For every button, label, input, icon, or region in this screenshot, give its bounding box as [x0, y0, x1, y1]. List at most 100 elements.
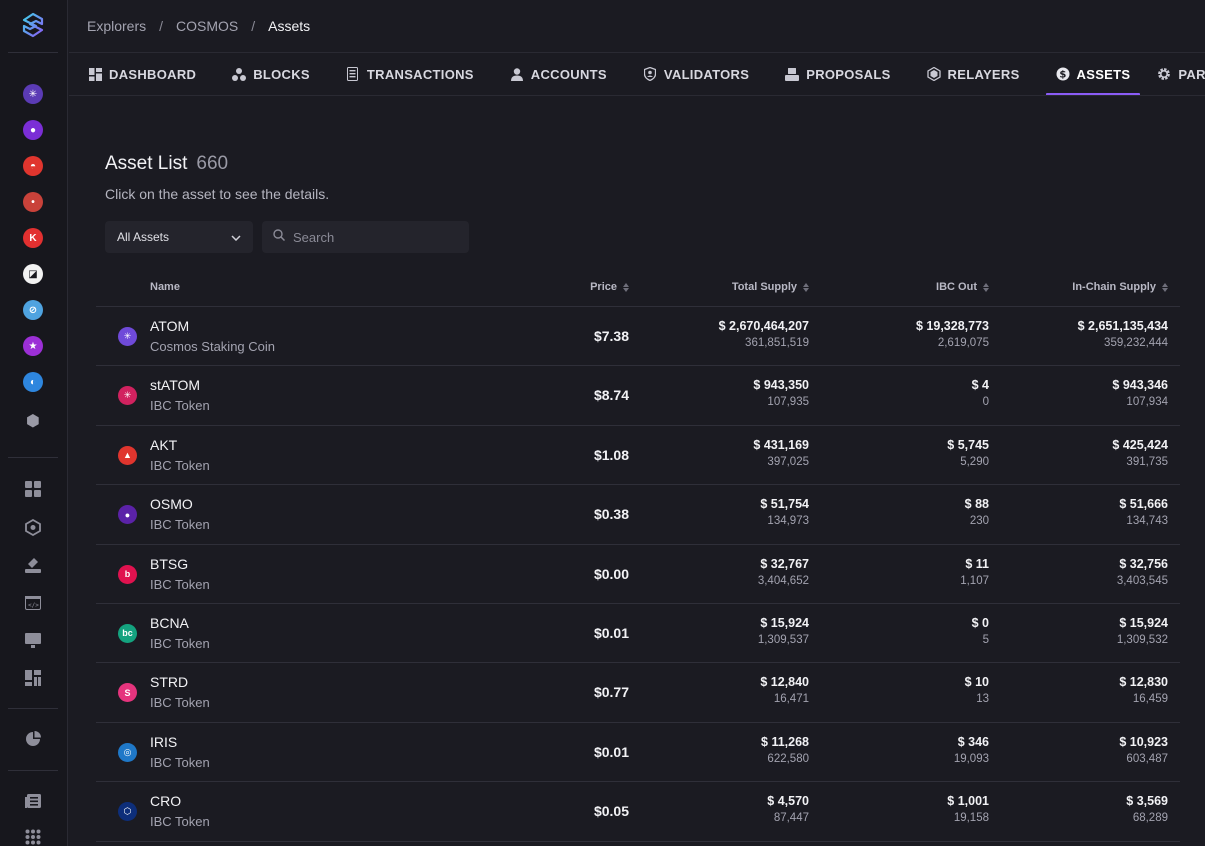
asset-filter-dropdown[interactable]: All Assets	[105, 221, 253, 253]
tab-relayers[interactable]: RELAYERS	[926, 53, 1029, 95]
chain-purple-star-icon[interactable]: ★	[23, 336, 43, 356]
column-header-price[interactable]: Price	[590, 281, 629, 293]
chain-blue-icon[interactable]: ⊘	[23, 300, 43, 320]
sidebar-divider	[8, 457, 58, 458]
breadcrumb-cosmos[interactable]: COSMOS	[176, 18, 239, 34]
analytics-icon[interactable]	[24, 669, 42, 687]
ibc-out-amount: 19,158	[953, 812, 989, 825]
tab-label: BLOCKS	[253, 66, 310, 82]
governance-vote-icon[interactable]	[24, 556, 42, 574]
tab-parameters[interactable]: PARAMETERS	[1157, 53, 1205, 95]
dollar-icon: $	[1056, 67, 1070, 81]
search-input[interactable]	[293, 229, 453, 245]
ibc-out-amount: 1,107	[960, 574, 989, 587]
transactions-icon	[346, 67, 360, 81]
tab-proposals[interactable]: PROPOSALS	[785, 53, 899, 95]
apps-grid-icon[interactable]	[24, 828, 42, 846]
akash-icon[interactable]: ◓	[23, 156, 43, 176]
total-supply-amount: 134,973	[767, 515, 809, 528]
ibc-out-amount: 230	[969, 515, 989, 528]
tab-accounts[interactable]: ACCOUNTS	[510, 53, 616, 95]
total-supply-usd: $ 4,570	[767, 794, 809, 809]
chevron-down-icon	[231, 230, 241, 244]
table-row[interactable]: bc BCNA IBC Token $0.01 $ 15,924 1,309,5…	[96, 604, 1180, 664]
code-window-icon[interactable]: </>	[24, 594, 42, 612]
ibc-out-usd: $ 10	[964, 675, 989, 690]
table-row[interactable]: ● OSMO IBC Token $0.38 $ 51,754 134,973 …	[96, 485, 1180, 545]
token-icon: ✳	[118, 327, 137, 346]
chain-globe-icon[interactable]: ◐	[23, 372, 43, 392]
asset-count: 660	[196, 153, 229, 174]
token-icon: ●	[118, 505, 137, 525]
validators-hex-icon[interactable]	[24, 518, 42, 536]
tab-transactions[interactable]: TRANSACTIONS	[346, 53, 483, 95]
table-row[interactable]: S STRD IBC Token $0.77 $ 12,840 16,471 $…	[96, 663, 1180, 723]
ibc-out-cell: $ 4 0	[972, 378, 989, 408]
token-icon: bc	[118, 623, 137, 643]
ibc-out-usd: $ 346	[957, 734, 989, 749]
cosmos-hub-icon[interactable]: ✳	[23, 84, 43, 104]
page-title-row: Asset List 660	[105, 153, 228, 175]
page-title: Asset List	[105, 153, 188, 174]
in-chain-supply-amount: 603,487	[1126, 752, 1168, 765]
asset-symbol: ATOM	[150, 318, 190, 334]
chain-hex-icon[interactable]: ⬢	[26, 413, 40, 430]
in-chain-supply-cell: $ 10,923 603,487	[1119, 735, 1168, 765]
in-chain-supply-cell: $ 943,346 107,934	[1112, 378, 1168, 408]
osmosis-icon[interactable]: ●	[23, 120, 43, 140]
asset-filter-value: All Assets	[117, 230, 170, 244]
ibc-out-usd: $ 1,001	[947, 794, 989, 809]
column-header-ibc-out[interactable]: IBC Out	[936, 281, 989, 293]
ibc-out-usd: $ 11	[965, 556, 989, 571]
column-header-total-supply[interactable]: Total Supply	[732, 281, 809, 293]
vote-icon	[785, 67, 800, 81]
chain-red-icon[interactable]: •	[23, 192, 43, 212]
total-supply-usd: $ 431,169	[753, 437, 809, 452]
news-icon[interactable]	[24, 792, 42, 810]
table-row[interactable]: b BTSG IBC Token $0.00 $ 32,767 3,404,65…	[96, 545, 1180, 604]
ibc-out-usd: $ 5,745	[947, 437, 989, 452]
tab-validators[interactable]: VALIDATORS	[643, 53, 758, 95]
column-header-in-chain-supply[interactable]: In-Chain Supply	[1072, 281, 1168, 293]
shield-icon	[643, 67, 657, 81]
tab-blocks[interactable]: BLOCKS	[232, 53, 319, 95]
sidebar-divider	[8, 52, 58, 53]
total-supply-amount: 16,471	[773, 693, 809, 706]
asset-symbol: IRIS	[150, 733, 178, 750]
tab-label: PROPOSALS	[806, 66, 891, 82]
chain-box-icon[interactable]: ◪	[23, 264, 43, 284]
asset-symbol: BCNA	[150, 614, 189, 631]
search-box[interactable]	[262, 221, 469, 253]
asset-symbol: AKT	[150, 436, 178, 453]
ibc-out-cell: $ 346 19,093	[954, 735, 989, 765]
in-chain-supply-usd: $ 51,666	[1119, 497, 1168, 512]
ibc-out-amount: 19,093	[953, 752, 989, 765]
token-icon: ⬡	[118, 802, 137, 822]
breadcrumb-explorers[interactable]: Explorers	[87, 18, 147, 34]
ibc-out-usd: $ 4	[971, 378, 989, 393]
in-chain-supply-cell: $ 3,569 68,289	[1126, 794, 1168, 824]
dashboard-grid-icon[interactable]	[24, 480, 42, 498]
table-row[interactable]: ⬡ CRO IBC Token $0.05 $ 4,570 87,447 $ 1…	[96, 782, 1180, 842]
in-chain-supply-cell: $ 12,830 16,459	[1119, 675, 1168, 705]
logo-icon[interactable]	[20, 12, 46, 38]
svg-text:</>: </>	[28, 602, 39, 609]
ibc-out-cell: $ 1,001 19,158	[947, 794, 989, 824]
monitor-icon[interactable]	[24, 631, 42, 649]
tab-dashboard[interactable]: DASHBOARD	[88, 53, 205, 95]
blocks-icon	[232, 67, 247, 81]
tab-assets[interactable]: $ ASSETS	[1045, 53, 1141, 95]
in-chain-supply-cell: $ 32,756 3,403,545	[1117, 557, 1168, 587]
total-supply-cell: $ 15,924 1,309,537	[758, 616, 809, 646]
table-row[interactable]: ✳ stATOM IBC Token $8.74 $ 943,350 107,9…	[96, 366, 1180, 426]
tab-label: RELAYERS	[947, 66, 1020, 82]
pie-chart-icon[interactable]	[24, 730, 42, 748]
column-header-name: Name	[150, 281, 180, 293]
kava-icon[interactable]: K	[23, 228, 43, 248]
total-supply-cell: $ 32,767 3,404,652	[758, 557, 809, 587]
total-supply-usd: $ 12,840	[760, 675, 809, 690]
asset-description: IBC Token	[150, 576, 210, 592]
table-row[interactable]: ▲ AKT IBC Token $1.08 $ 431,169 397,025 …	[96, 426, 1180, 486]
table-row[interactable]: ✳ ATOM Cosmos Staking Coin $7.38 $ 2,670…	[96, 307, 1180, 367]
table-row[interactable]: ◎ IRIS IBC Token $0.01 $ 11,268 622,580 …	[96, 723, 1180, 783]
